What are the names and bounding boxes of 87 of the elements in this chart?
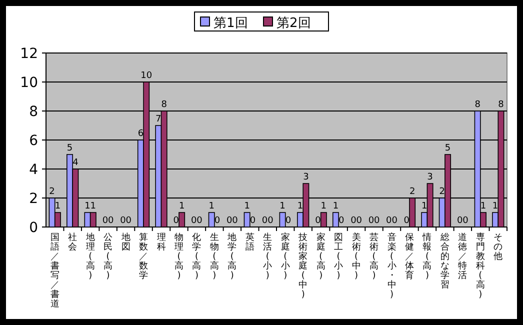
- data-label: 8: [161, 100, 168, 110]
- data-label: 1: [178, 202, 185, 212]
- data-label: 0: [191, 216, 198, 226]
- data-label: 0: [338, 216, 345, 226]
- x-tick-label: 道徳／特活: [458, 232, 468, 281]
- x-tick-label: 技術家庭(中): [298, 232, 308, 300]
- x-tick-label: 家庭(高): [316, 232, 326, 281]
- x-tick-label: 総合的な学習: [439, 232, 450, 290]
- x-tick-label: 地学(高): [226, 232, 237, 281]
- x-tick-label: 英語: [245, 232, 254, 252]
- x-tick-label: 化学(高): [192, 232, 202, 281]
- data-label: 1: [297, 202, 304, 212]
- data-label: 0: [196, 216, 203, 226]
- data-label: 1: [84, 202, 90, 212]
- data-label: 1: [492, 202, 498, 212]
- data-label: 2: [439, 187, 445, 197]
- x-tick-label: 社会: [68, 232, 78, 252]
- y-tick-label: 12: [20, 46, 38, 62]
- data-label: 10: [140, 71, 152, 81]
- y-tick-label: 10: [20, 75, 38, 91]
- x-tick-label: 音楽(小・中): [387, 232, 396, 300]
- data-label: 3: [303, 172, 309, 182]
- data-label: 0: [214, 216, 220, 226]
- data-label: 0: [350, 216, 357, 226]
- legend-label: 第1回: [214, 16, 248, 31]
- data-label: 0: [386, 216, 392, 226]
- data-label: 0: [462, 216, 469, 226]
- data-label: 1: [280, 202, 286, 212]
- x-tick-label: 生活(小): [263, 232, 272, 281]
- data-label: 0: [268, 216, 274, 226]
- y-tick-label: 6: [29, 133, 38, 149]
- x-tick-label: 生物(高): [210, 232, 219, 281]
- y-tick-label: 8: [29, 104, 38, 120]
- data-label: 5: [66, 144, 73, 154]
- data-label: 5: [444, 144, 451, 154]
- data-label: 0: [404, 216, 410, 226]
- data-label: 0: [250, 216, 256, 226]
- x-tick-label: 国語／書写／書道: [50, 233, 60, 310]
- x-tick-label: 家庭(小): [280, 232, 290, 281]
- data-label: 0: [232, 216, 238, 226]
- x-tick-label: 算数／数学: [139, 232, 148, 281]
- data-label: 1: [54, 202, 61, 212]
- x-tick-label: 地図: [120, 232, 130, 252]
- data-label: 1: [90, 202, 96, 212]
- data-label: 0: [374, 216, 380, 226]
- data-label: 8: [474, 100, 481, 110]
- x-tick-label: 美術(中): [352, 232, 361, 281]
- data-label: 8: [498, 100, 504, 110]
- x-tick-label: 芸術(高): [370, 232, 379, 281]
- data-label: 2: [49, 187, 55, 197]
- data-label: 1: [208, 202, 214, 212]
- data-label: 4: [72, 158, 79, 168]
- data-label: 0: [173, 216, 180, 226]
- x-tick-label: 理科: [156, 232, 166, 252]
- data-label: 0: [392, 216, 398, 226]
- x-tick-label: 情報(高): [422, 232, 432, 281]
- y-tick-label: 4: [29, 162, 38, 178]
- x-tick-label: 図工(小): [334, 233, 344, 281]
- x-tick-label: 公民(高): [104, 232, 113, 281]
- data-label: 3: [427, 172, 433, 182]
- data-label: 0: [120, 216, 126, 226]
- data-label: 1: [320, 202, 327, 212]
- legend-label: 第2回: [276, 16, 311, 31]
- data-label: 0: [126, 216, 132, 226]
- data-label: 7: [156, 114, 162, 124]
- y-tick-label: 0: [29, 220, 38, 236]
- data-label: 1: [332, 202, 339, 212]
- data-label: 6: [138, 129, 144, 139]
- data-label: 0: [285, 216, 292, 226]
- data-label: 1: [422, 202, 428, 212]
- data-label: 2: [409, 187, 416, 197]
- data-label: 0: [262, 216, 268, 226]
- data-label: 0: [108, 216, 114, 226]
- data-label: 0: [226, 216, 232, 226]
- data-label: 0: [368, 216, 374, 226]
- data-label: 0: [102, 216, 108, 226]
- x-tick-label: その他: [494, 233, 503, 262]
- x-tick-label: 保健／体育: [404, 232, 414, 281]
- data-label: 1: [244, 202, 250, 212]
- data-label: 0: [456, 216, 463, 226]
- y-tick-label: 2: [29, 191, 38, 207]
- x-tick-label: 物理(高): [174, 232, 184, 281]
- data-label: 1: [480, 202, 486, 212]
- x-tick-label: 専門教科(高): [476, 232, 485, 300]
- x-tick-label: 地理(高): [84, 232, 95, 281]
- data-label: 0: [315, 216, 322, 226]
- data-label: 0: [356, 216, 362, 226]
